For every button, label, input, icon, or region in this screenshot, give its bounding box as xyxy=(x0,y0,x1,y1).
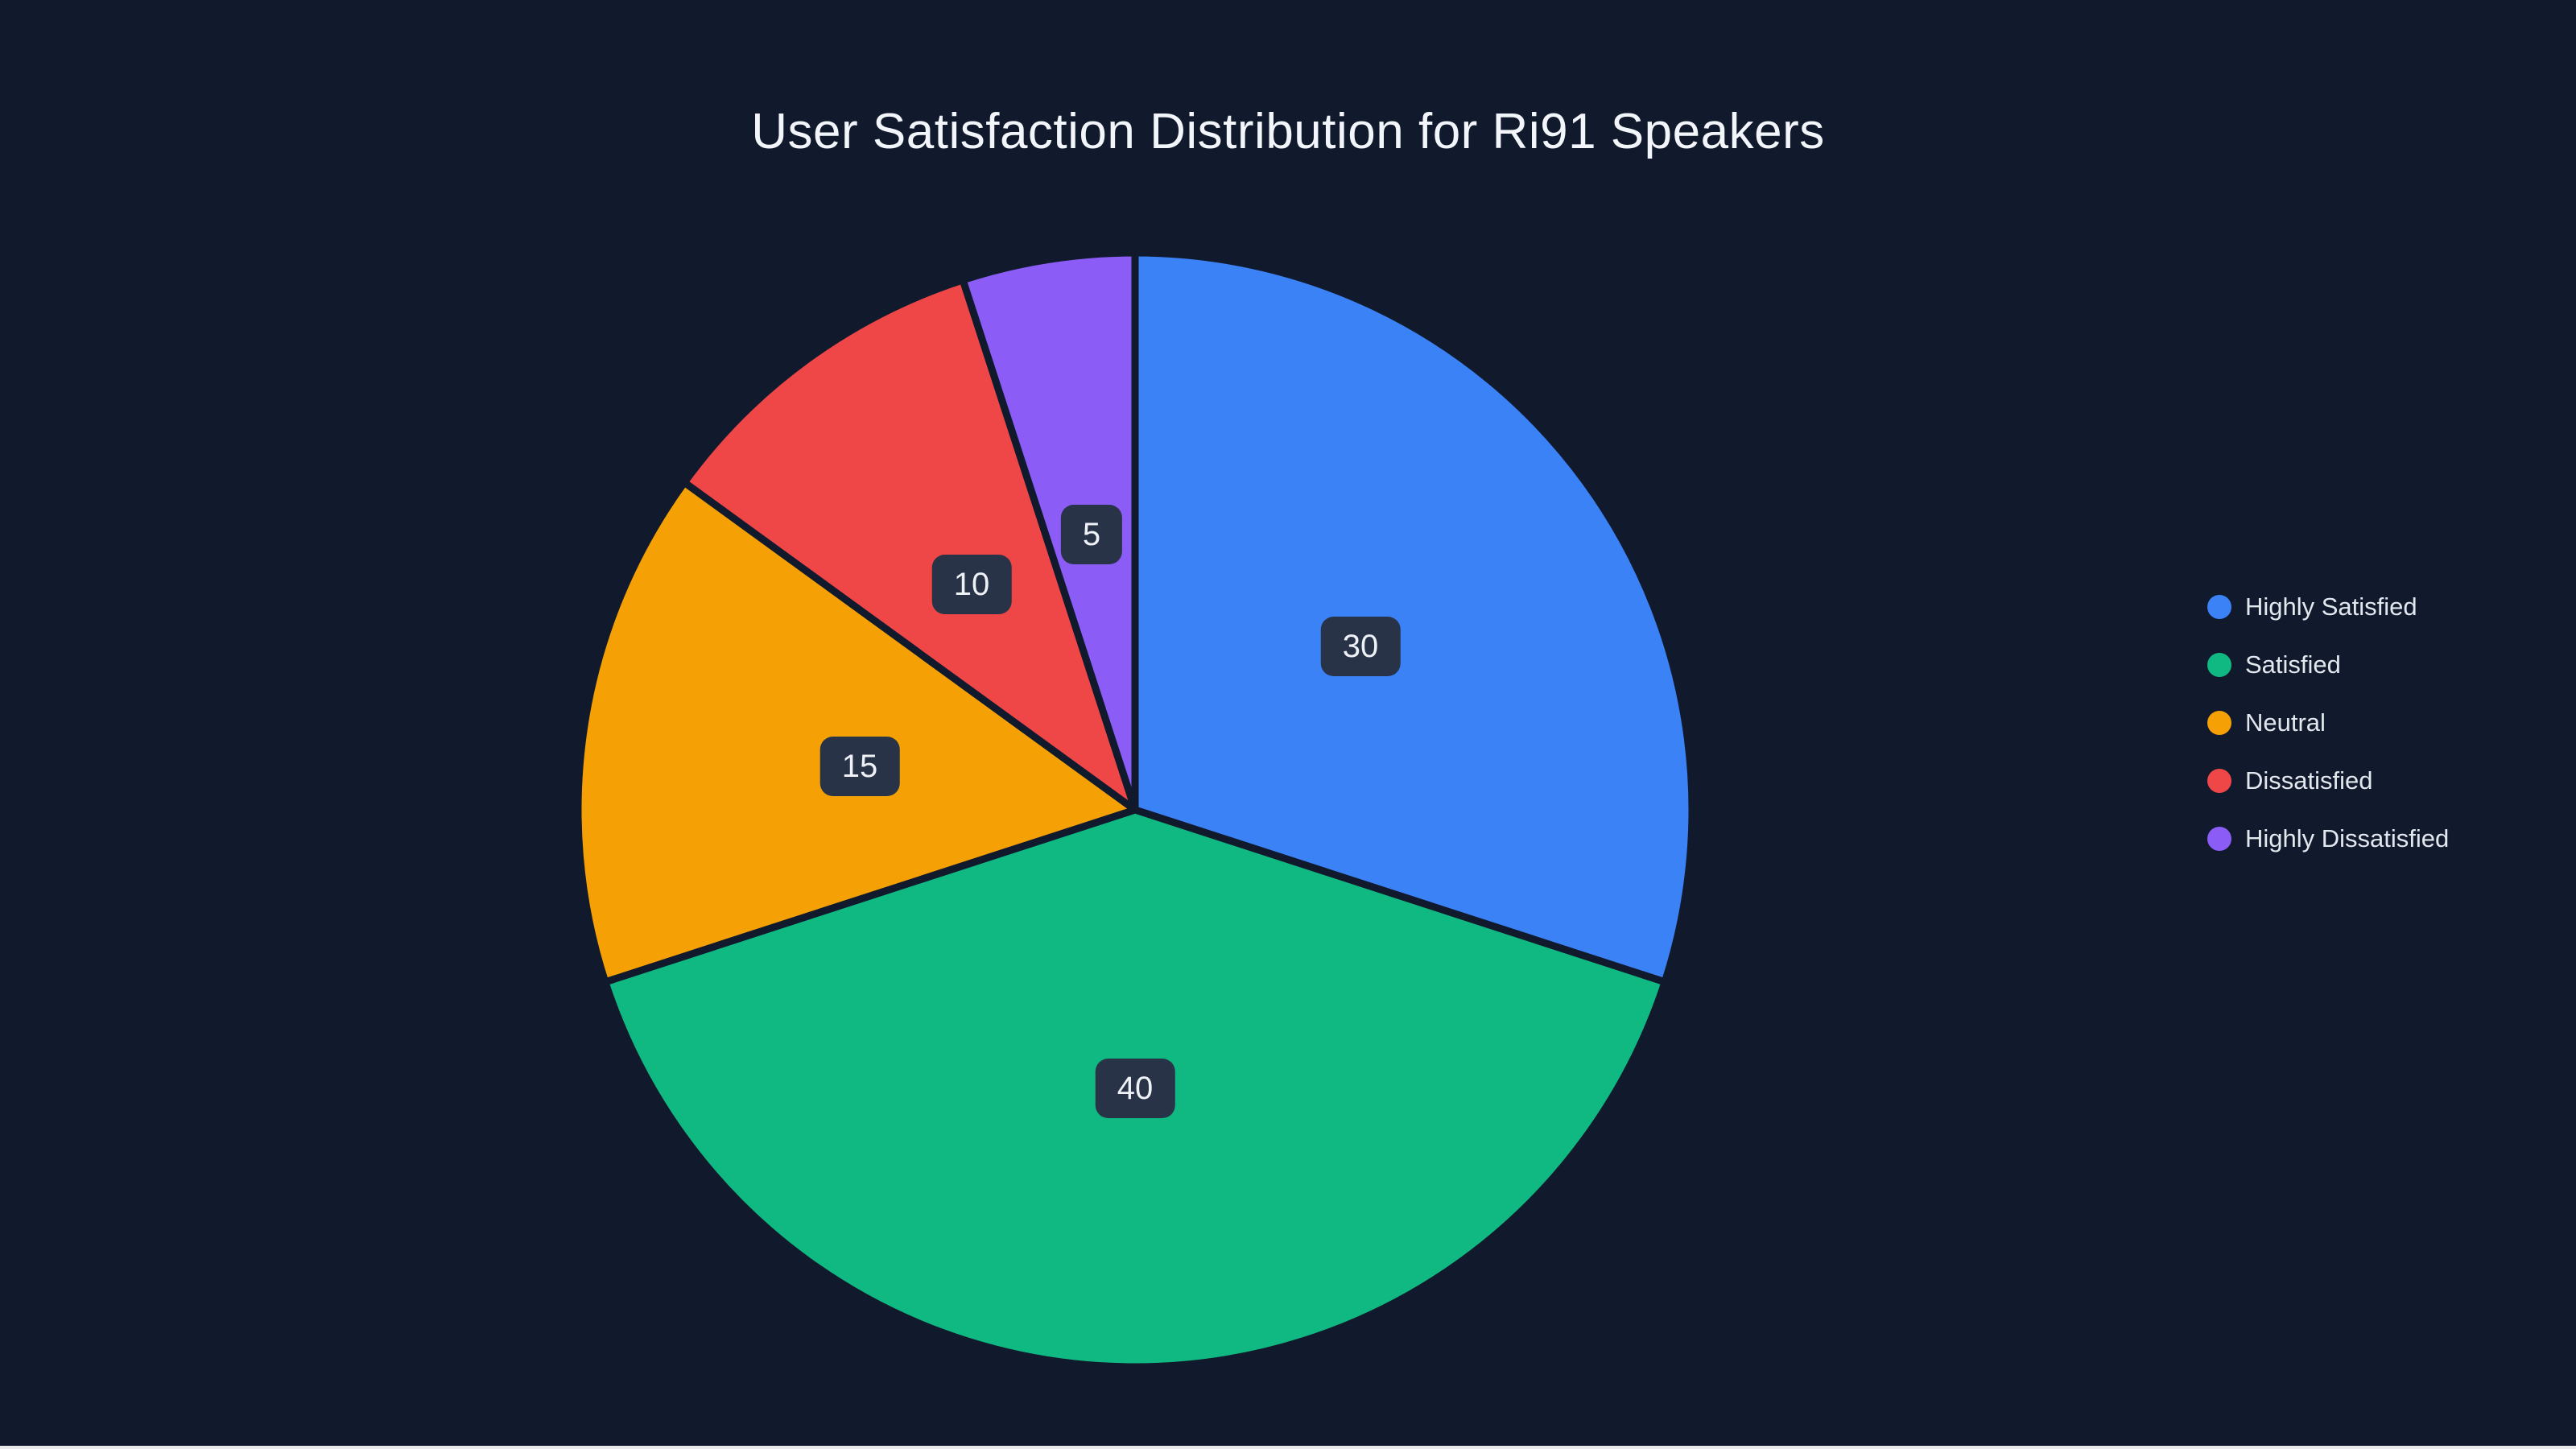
legend-item-satisfied[interactable]: Satisfied xyxy=(2207,636,2449,694)
bottom-edge-strip xyxy=(0,1446,2576,1449)
legend-label: Satisfied xyxy=(2245,650,2341,679)
pie-slice-highly-dissatisfied[interactable] xyxy=(959,249,1139,814)
slice-value-label-neutral: 15 xyxy=(819,737,900,796)
pie-slice-dissatisfied[interactable] xyxy=(680,276,1139,814)
legend-swatch-icon xyxy=(2207,711,2231,735)
legend-item-highly-dissatisfied[interactable]: Highly Dissatisfied xyxy=(2207,810,2449,868)
slice-value-label-highly-satisfied: 30 xyxy=(1320,617,1401,676)
slice-value-label-highly-dissatisfied: 5 xyxy=(1060,505,1123,564)
legend-item-highly-satisfied[interactable]: Highly Satisfied xyxy=(2207,578,2449,636)
legend-swatch-icon xyxy=(2207,827,2231,851)
legend-label: Highly Satisfied xyxy=(2245,592,2417,621)
chart-legend: Highly Satisfied Satisfied Neutral Dissatis… xyxy=(2207,578,2449,868)
legend-label: Highly Dissatisfied xyxy=(2245,824,2450,852)
legend-item-neutral[interactable]: Neutral xyxy=(2207,694,2449,752)
legend-swatch-icon xyxy=(2207,769,2231,793)
legend-swatch-icon xyxy=(2207,653,2231,677)
legend-label: Dissatisfied xyxy=(2245,766,2373,795)
slice-value-label-dissatisfied: 10 xyxy=(931,555,1012,614)
slice-value-label-satisfied: 40 xyxy=(1095,1059,1175,1118)
legend-label: Neutral xyxy=(2245,708,2326,737)
legend-swatch-icon xyxy=(2207,595,2231,619)
pie-slice-highly-satisfied[interactable] xyxy=(1131,249,1696,986)
pie-slice-neutral[interactable] xyxy=(574,478,1139,986)
chart-title: User Satisfaction Distribution for Ri91 … xyxy=(751,104,1825,159)
legend-item-dissatisfied[interactable]: Dissatisfied xyxy=(2207,752,2449,810)
